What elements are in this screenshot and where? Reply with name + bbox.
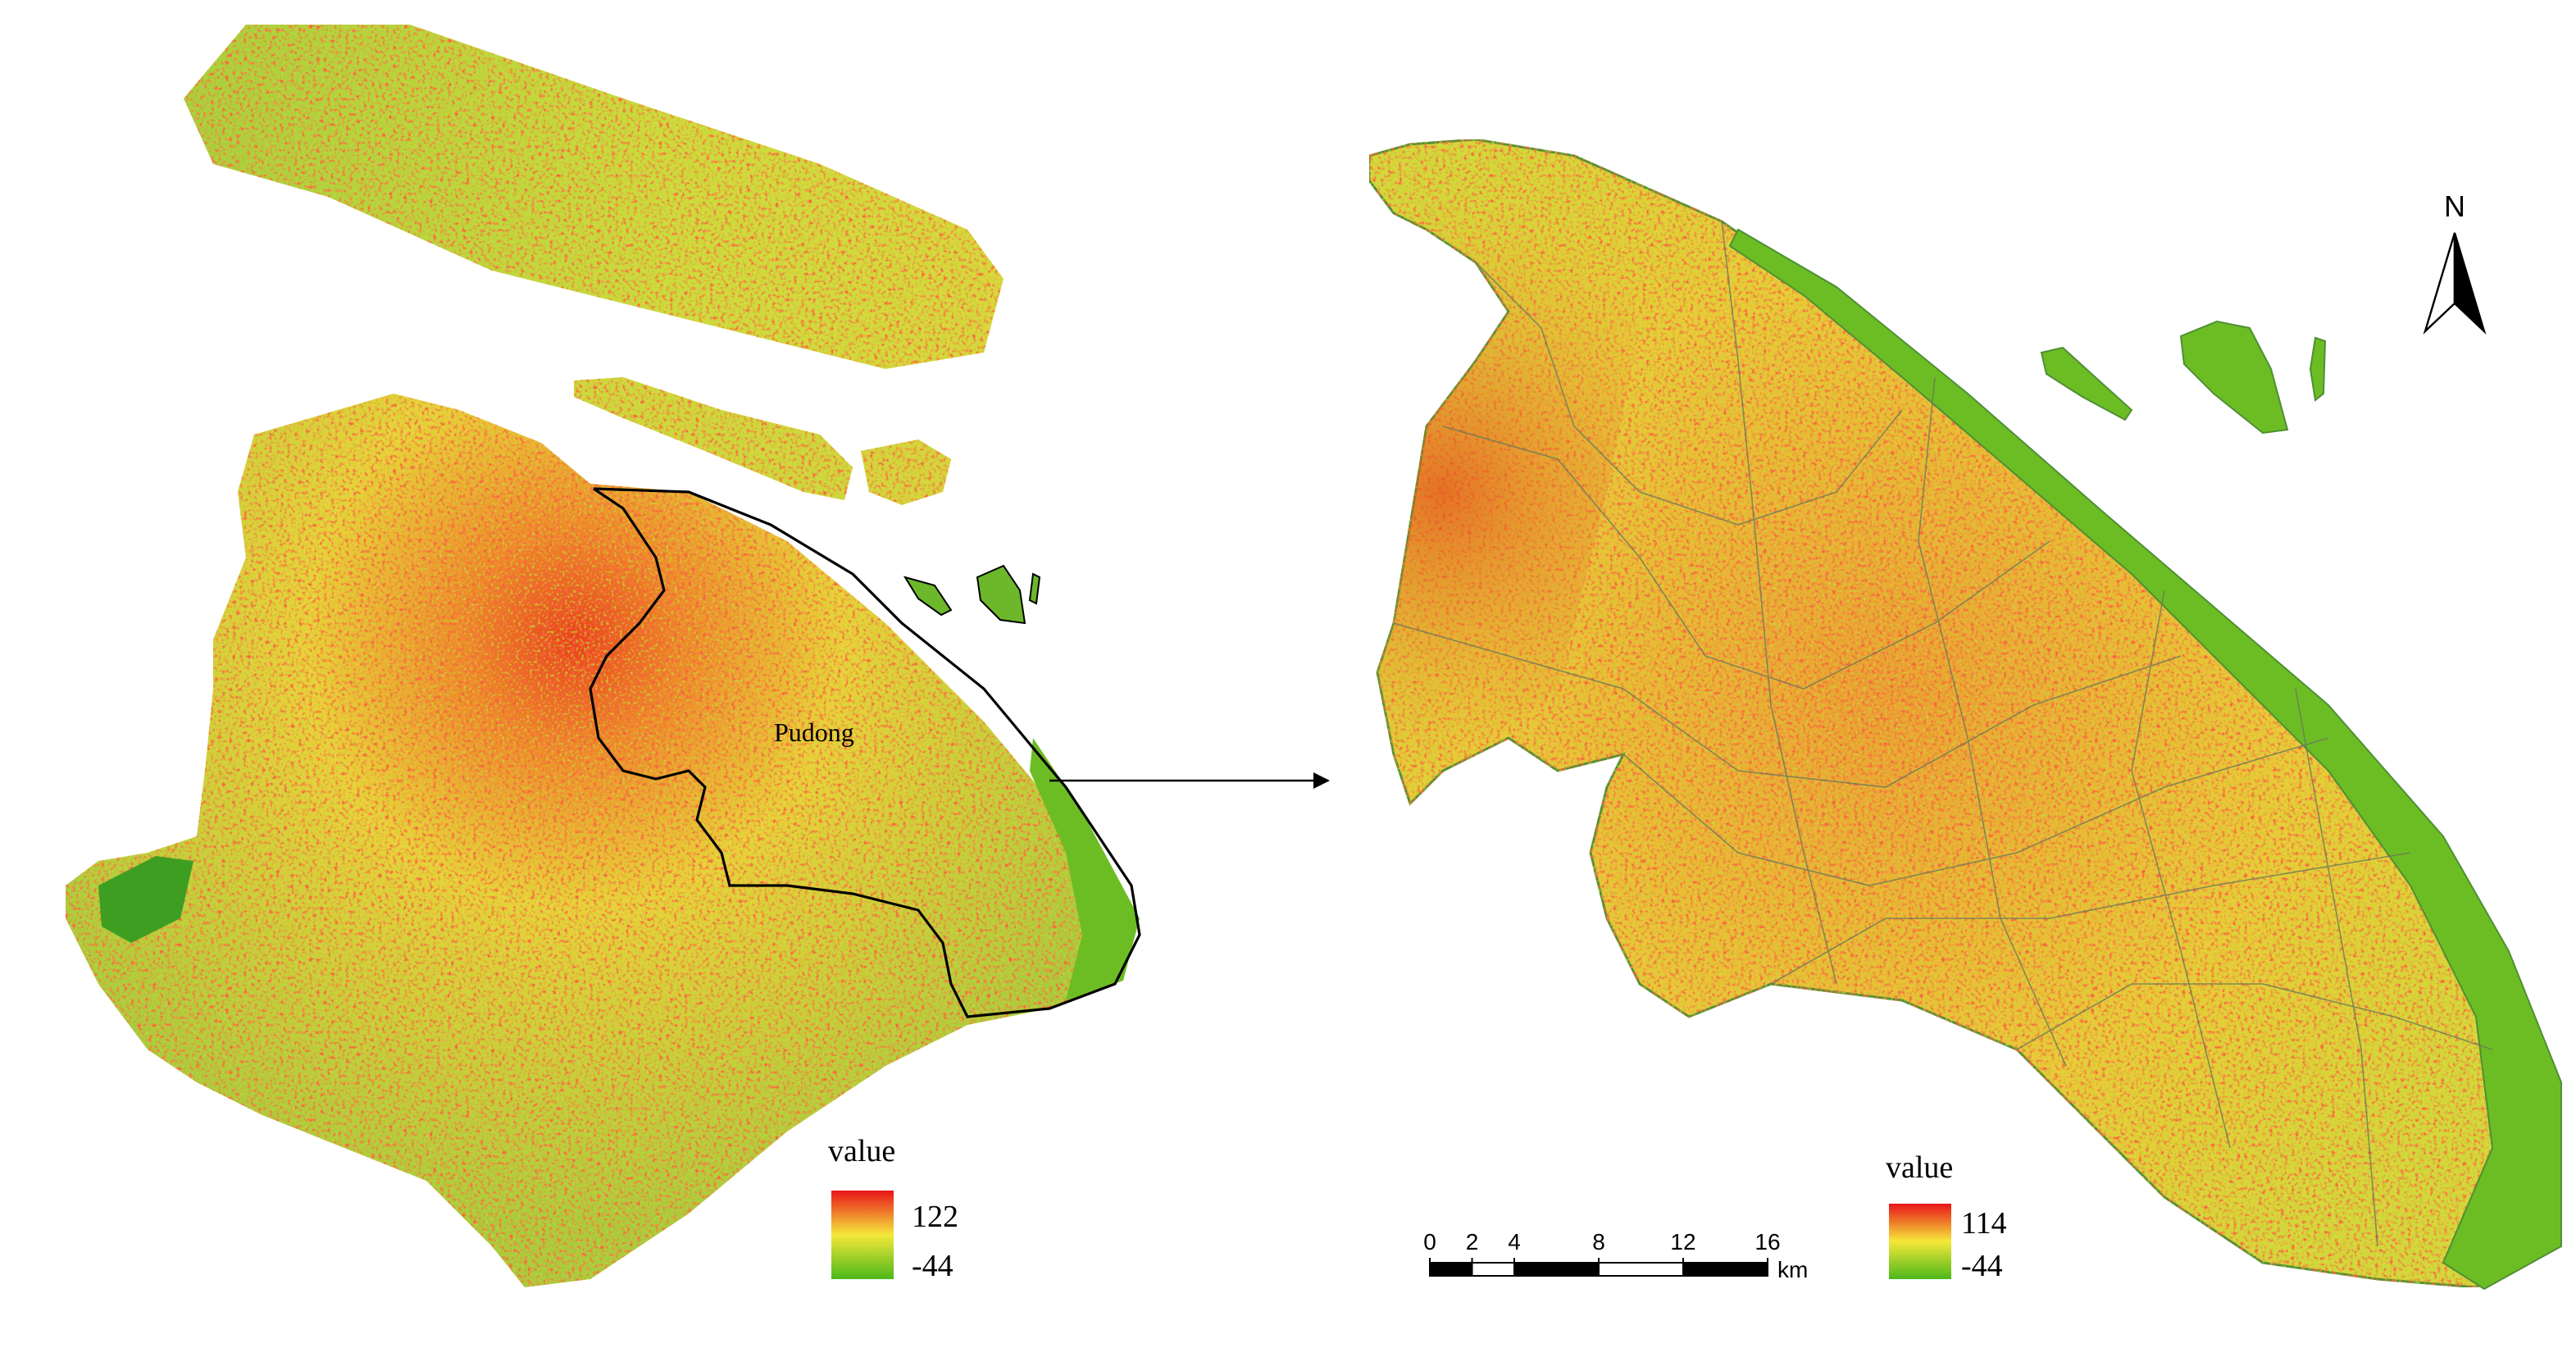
scale-unit: km	[1777, 1257, 1808, 1282]
north-arrow-left	[2423, 232, 2456, 335]
scale-tick-label: 4	[1508, 1229, 1521, 1255]
scale-segment	[1471, 1262, 1515, 1277]
island	[1028, 572, 1041, 605]
island	[2179, 320, 2289, 435]
north-arrow: N	[2423, 189, 2487, 335]
scale-segment	[1429, 1262, 1473, 1277]
island	[2309, 336, 2327, 402]
district-label: Pudong	[774, 717, 854, 747]
scale-segment	[1682, 1262, 1768, 1277]
legend-max: 114	[1961, 1206, 2007, 1241]
north-arrow-right	[2453, 232, 2487, 335]
pudong-boundary	[589, 487, 1141, 1018]
scale-tick-label: 0	[1423, 1229, 1436, 1255]
left-map: Pudong value 122 -44	[66, 25, 1141, 1287]
legend-title: value	[828, 1134, 895, 1168]
scale-segment	[1513, 1262, 1600, 1277]
scale-segment	[1598, 1262, 1684, 1277]
chongming-island	[184, 25, 1004, 369]
legend-ramp	[1889, 1204, 1951, 1279]
legend-ramp	[831, 1191, 894, 1279]
west-hotspot	[1369, 139, 1640, 804]
legend-min: -44	[1961, 1249, 2003, 1283]
island	[903, 576, 953, 617]
island	[2040, 346, 2133, 421]
island	[574, 377, 853, 500]
scale-tick-label: 16	[1755, 1229, 1780, 1255]
legend-max: 122	[912, 1200, 958, 1234]
island	[976, 564, 1026, 625]
scale-tick-label: 8	[1592, 1229, 1605, 1255]
mainland	[66, 394, 1140, 1287]
scale-tick-label: 12	[1670, 1229, 1695, 1255]
legend-title: value	[1886, 1150, 1953, 1185]
scale-tick-label: 2	[1466, 1229, 1479, 1255]
island	[861, 439, 951, 505]
coastal-strip	[1030, 738, 1140, 1000]
north-label: N	[2444, 189, 2465, 223]
legend-min: -44	[912, 1249, 953, 1283]
district-boundaries	[1393, 221, 2493, 1247]
west-lake	[98, 856, 193, 943]
coastal-strip	[1728, 228, 2562, 1291]
